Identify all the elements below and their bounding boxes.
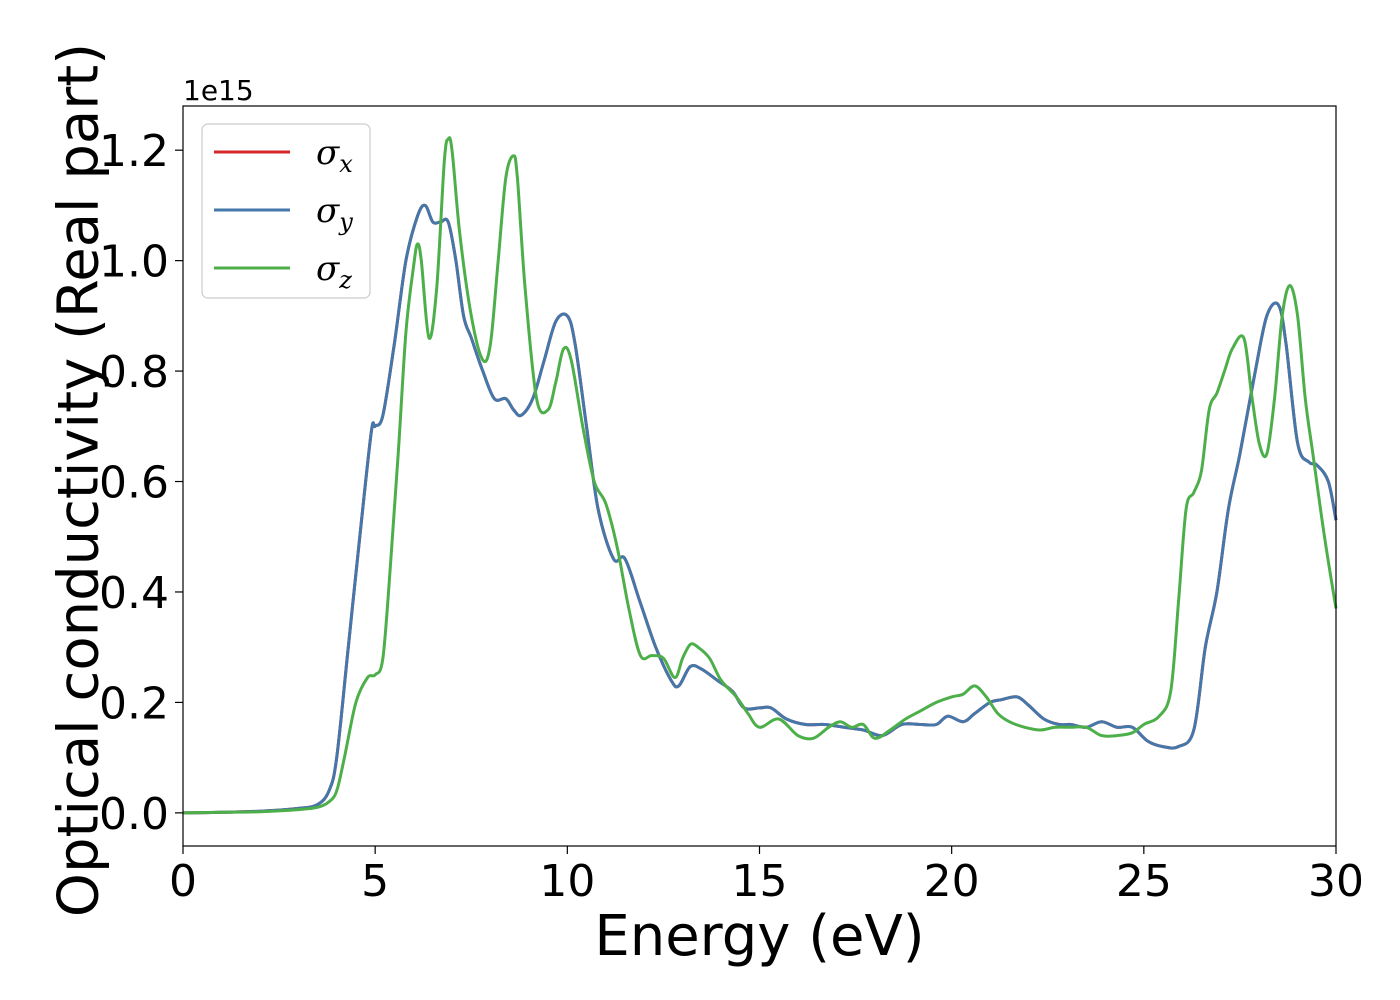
x-tick-label: 15 (732, 856, 788, 907)
x-tick-label: 10 (539, 856, 595, 907)
x-tick-label: 5 (361, 856, 389, 907)
y-tick-label: 1.0 (99, 237, 169, 288)
y-tick-label: 0.2 (99, 678, 169, 729)
legend-label-sigma-z: σz (316, 249, 352, 294)
series-line-sigma-z (182, 136, 1338, 815)
x-axis-label: Energy (eV) (594, 904, 924, 969)
x-tick-label: 30 (1308, 856, 1364, 907)
y-tick-label: 1.2 (99, 126, 169, 177)
y-tick-label: 0.0 (99, 789, 169, 840)
x-tick-label: 0 (169, 856, 197, 907)
y-tick-label: 0.6 (99, 458, 169, 509)
y-axis-label: Optical conductivity (Real part) (47, 43, 112, 917)
legend: σx σy σz (201, 123, 371, 299)
y-offset-label: 1e15 (183, 74, 254, 107)
legend-label-sigma-y: σy (316, 191, 353, 236)
legend-label-sigma-x: σx (316, 133, 353, 178)
ticks-layer: 0 5 10 15 20 25 30 0.0 0.2 0.4 0.6 0.8 1.0 1.2 (99, 126, 1364, 907)
y-tick-label: 0.8 (99, 347, 169, 398)
series-layer (182, 136, 1338, 815)
y-tick-label: 0.4 (99, 568, 169, 619)
x-tick-label: 20 (924, 856, 980, 907)
x-tick-label: 25 (1116, 856, 1172, 907)
